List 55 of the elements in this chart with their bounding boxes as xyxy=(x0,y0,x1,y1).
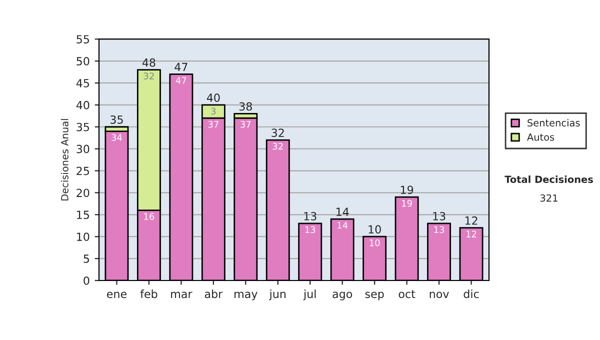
y-tick-label: 15 xyxy=(77,210,89,220)
y-tick-label: 35 xyxy=(76,122,89,132)
total-label: 13 xyxy=(304,212,316,220)
data-label: 13 xyxy=(305,226,316,234)
data-label: 47 xyxy=(176,77,186,84)
y-axis-title: Decisiones Anual xyxy=(60,119,68,200)
legend-label: Autos xyxy=(527,134,554,141)
total-label: 14 xyxy=(336,208,349,216)
y-tick-label: 0 xyxy=(84,276,90,285)
total-label: 40 xyxy=(206,94,220,102)
y-tick-label: 25 xyxy=(76,166,89,176)
data-label: 34 xyxy=(112,134,122,141)
data-label: 10 xyxy=(370,239,380,246)
data-label: 19 xyxy=(402,200,412,207)
total-label: 19 xyxy=(400,186,414,194)
x-tick-label: sep xyxy=(365,292,384,300)
y-tick-label: 30 xyxy=(76,144,90,154)
x-tick-label: may xyxy=(234,292,258,300)
x-tick-label: feb xyxy=(140,290,158,298)
total-label: 13 xyxy=(433,212,446,220)
x-tick-label: ago xyxy=(332,292,352,300)
x-tick-label: ene xyxy=(106,292,126,298)
y-tick-label: 45 xyxy=(76,79,89,88)
y-tick-label: 5 xyxy=(84,254,89,263)
legend-label: Sentencias xyxy=(528,118,580,127)
text: Total Decisiones xyxy=(504,175,593,184)
data-label: 3 xyxy=(211,108,216,115)
x-tick-label: mar xyxy=(171,292,192,298)
data-label: 13 xyxy=(434,226,444,234)
y-tick-label: 40 xyxy=(76,100,90,110)
x-tick-label: dic xyxy=(464,290,479,298)
y-tick-label: 50 xyxy=(76,57,90,66)
x-tick-label: oct xyxy=(398,290,416,298)
y-tick-label: 20 xyxy=(76,188,90,198)
x-tick-label: abr xyxy=(204,290,223,298)
data-label: 12 xyxy=(466,230,476,238)
x-tick-label: nov xyxy=(430,292,449,298)
total-label: 32 xyxy=(272,128,284,138)
total-label: 38 xyxy=(239,102,252,111)
data-label: 32 xyxy=(144,72,154,80)
total-label: 47 xyxy=(174,62,188,72)
total-label: 35 xyxy=(110,115,123,124)
data-label: 32 xyxy=(272,142,283,150)
y-tick-label: 55 xyxy=(76,35,89,44)
total-label: 12 xyxy=(465,216,478,225)
total-label: 48 xyxy=(142,58,156,67)
data-label: 37 xyxy=(208,120,218,128)
text: 321 xyxy=(540,194,558,202)
y-tick-label: 10 xyxy=(77,232,90,241)
data-label: 16 xyxy=(144,213,154,220)
total-label: 10 xyxy=(368,225,381,234)
data-label: 37 xyxy=(240,120,251,128)
x-tick-label: jul xyxy=(303,290,316,300)
x-tick-label: jun xyxy=(269,290,286,300)
data-label: 14 xyxy=(338,222,348,229)
